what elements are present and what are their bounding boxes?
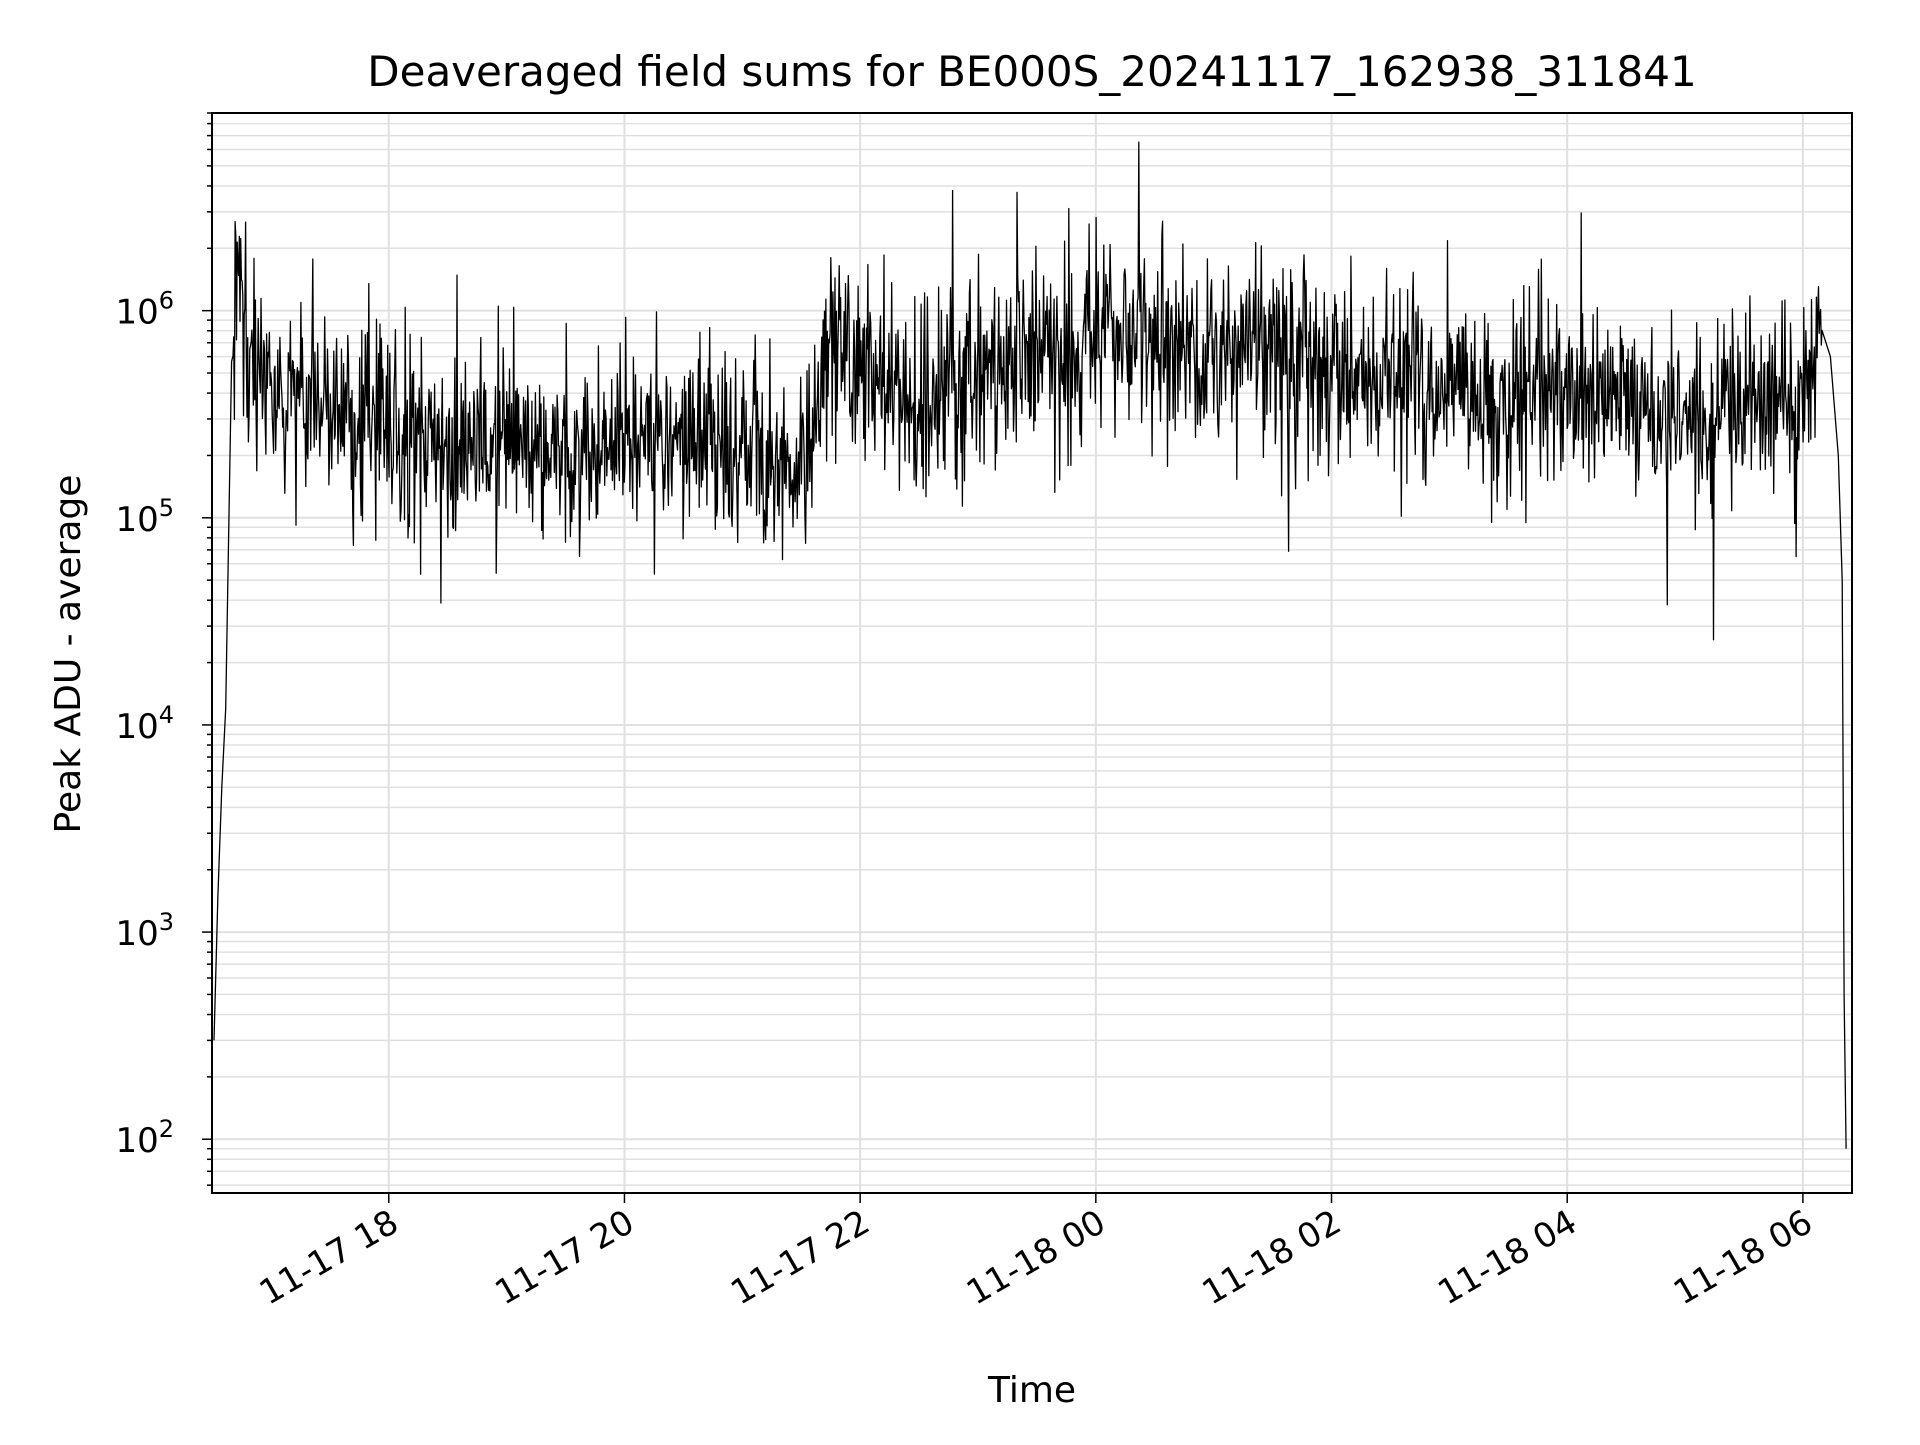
y-tick-label-base: 10 [115,707,158,747]
y-tick-label-exponent: 2 [159,1115,174,1143]
y-tick-label-base: 10 [115,293,158,333]
y-tick-label: 104 [115,701,174,747]
series-line [213,141,1847,1149]
y-tick-label-base: 10 [115,1121,158,1161]
y-tick-label: 106 [115,287,174,333]
chart-title: Deaveraged field sums for BE000S_2024111… [367,47,1696,96]
y-tick-label-base: 10 [115,500,158,540]
x-axis-label: Time [987,1370,1076,1411]
plot-frame [211,112,1853,1194]
y-tick-label-exponent: 5 [159,494,174,522]
x-tick-label: 11-18 02 [1196,1202,1348,1313]
y-tick-label-exponent: 3 [159,908,174,936]
x-tick-label: 11-17 22 [724,1202,876,1313]
y-tick-label-exponent: 4 [159,701,174,729]
y-tick-label: 103 [115,908,174,954]
y-tick-label-base: 10 [115,914,158,954]
grid-layer [212,112,1852,1193]
y-tick-label-exponent: 6 [159,287,174,315]
x-tick-label: 11-17 20 [489,1202,641,1313]
x-tick-label: 11-18 04 [1431,1202,1583,1313]
x-tick-label: 11-18 06 [1667,1202,1819,1313]
y-tick-label: 102 [115,1115,174,1161]
y-tick-label: 105 [115,494,174,540]
y-axis-label: Peak ADU - average [48,475,89,834]
x-tick-label: 11-17 18 [253,1202,405,1313]
data-layer [213,141,1847,1149]
x-tick-label: 11-18 00 [960,1202,1112,1313]
